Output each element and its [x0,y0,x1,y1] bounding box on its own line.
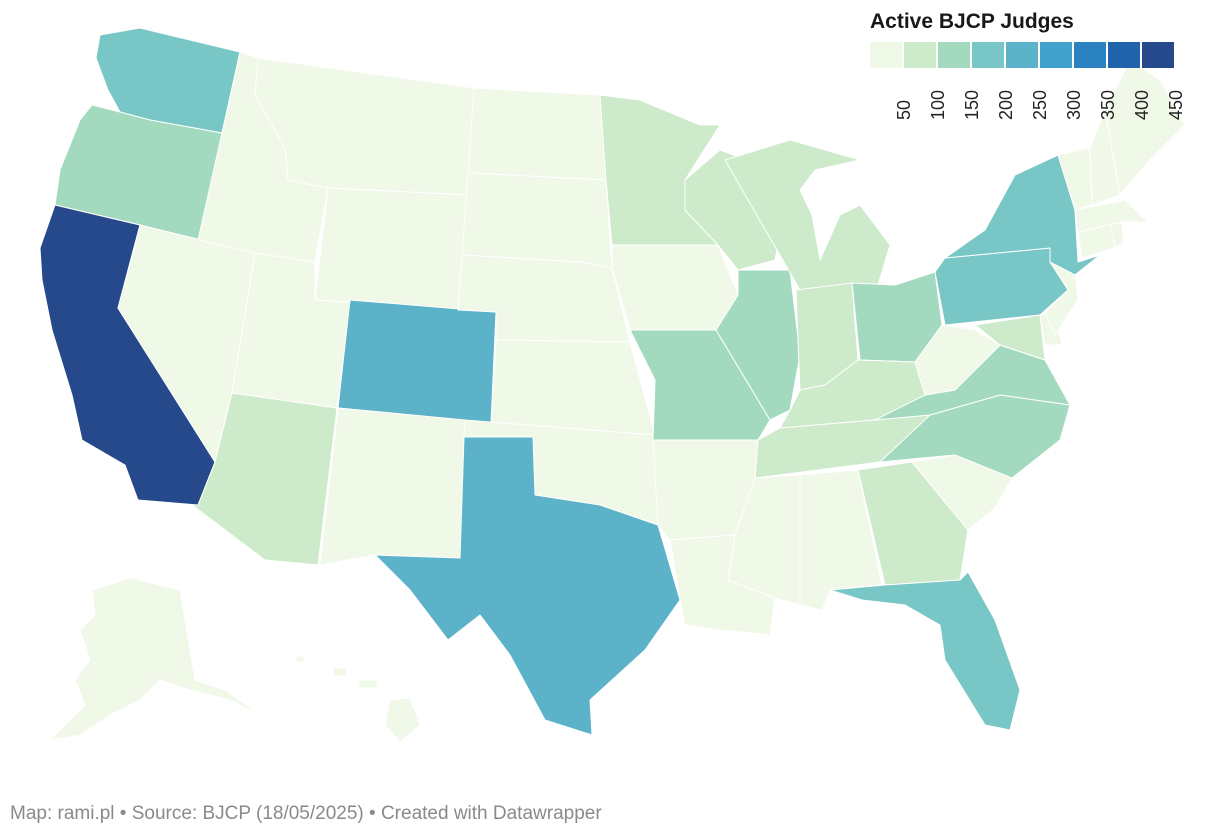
legend-swatch [1040,42,1072,68]
legend-tick-label: 100 [928,89,948,120]
footer-credit: Map: rami.pl • Source: BJCP (18/05/2025)… [10,803,602,824]
state-WY[interactable] [314,187,469,314]
legend: Active BJCP Judges 50 100 150 200 250 300 350 4… [870,10,1210,128]
state-AZ[interactable] [191,392,338,566]
state-NY[interactable] [944,154,1101,276]
legend-swatch [1142,42,1174,68]
legend-tick-label: 400 [1132,89,1152,120]
legend-tick-label: 450 [1166,89,1186,120]
state-MA[interactable] [1074,199,1149,233]
legend-swatch [938,42,970,68]
state-ND[interactable] [467,87,607,181]
state-AK[interactable] [49,577,261,741]
legend-tick-label: 300 [1064,89,1084,120]
legend-tick-label: 150 [962,89,982,120]
legend-ticks: 50 100 150 200 250 300 350 400 450 [870,68,1210,128]
legend-swatch [1108,42,1140,68]
state-KS[interactable] [490,339,656,436]
state-CO[interactable] [337,299,497,424]
state-TX[interactable] [374,436,681,736]
legend-tick-label: 200 [996,89,1016,120]
legend-swatch [1006,42,1038,68]
legend-tick-label: 250 [1030,89,1050,120]
legend-swatch [972,42,1004,68]
state-IL[interactable] [715,269,801,421]
state-MD[interactable] [974,314,1046,361]
state-SD[interactable] [461,172,613,269]
legend-swatch [904,42,936,68]
legend-tick-label: 50 [894,99,914,120]
state-IA[interactable] [611,244,739,331]
legend-swatch [870,42,902,68]
legend-title: Active BJCP Judges [870,10,1074,33]
state-NM[interactable] [319,407,466,566]
state-GA[interactable] [857,461,969,586]
legend-tick-label: 350 [1098,89,1118,120]
legend-swatches [870,42,1210,68]
state-MT[interactable] [254,57,475,196]
legend-swatch [1074,42,1106,68]
state-FL[interactable] [829,571,1021,731]
state-HI[interactable] [295,655,421,743]
